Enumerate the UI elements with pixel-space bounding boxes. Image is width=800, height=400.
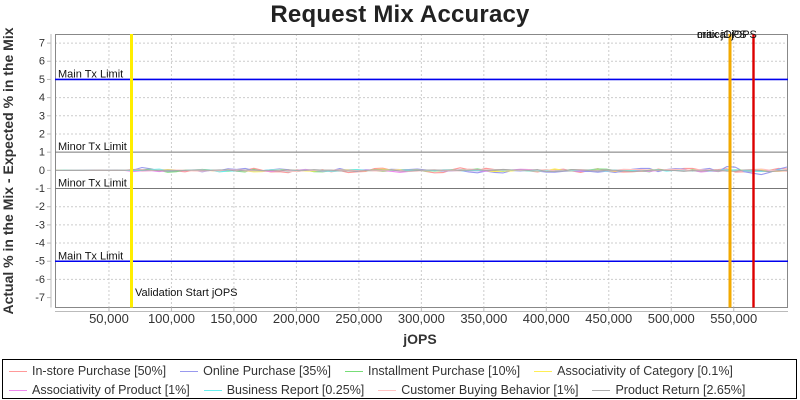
- svg-text:4: 4: [39, 92, 45, 104]
- svg-text:350,000: 350,000: [460, 311, 507, 326]
- svg-text:-4: -4: [35, 238, 45, 250]
- svg-text:100,000: 100,000: [148, 311, 195, 326]
- svg-text:50,000: 50,000: [89, 311, 129, 326]
- svg-text:5: 5: [39, 74, 45, 86]
- svg-text:7: 7: [39, 38, 45, 50]
- svg-text:-3: -3: [35, 219, 45, 231]
- svg-text:450,000: 450,000: [585, 311, 632, 326]
- svg-text:-5: -5: [35, 256, 45, 268]
- svg-text:-1: -1: [35, 183, 45, 195]
- svg-text:Minor Tx Limit: Minor Tx Limit: [58, 141, 127, 153]
- svg-text:150,000: 150,000: [210, 311, 257, 326]
- svg-text:250,000: 250,000: [335, 311, 382, 326]
- svg-text:Main Tx Limit: Main Tx Limit: [58, 69, 123, 81]
- svg-text:400,000: 400,000: [523, 311, 570, 326]
- svg-text:-6: -6: [35, 274, 45, 286]
- svg-text:0: 0: [39, 165, 45, 177]
- svg-text:Actual % in the Mix - Expected: Actual % in the Mix - Expected % in the …: [0, 27, 16, 314]
- svg-text:Minor Tx Limit: Minor Tx Limit: [58, 178, 127, 190]
- svg-text:Main Tx Limit: Main Tx Limit: [58, 250, 123, 262]
- svg-text:Validation Start jOPS: Validation Start jOPS: [135, 287, 238, 299]
- svg-text:jOPS: jOPS: [402, 331, 436, 347]
- svg-text:200,000: 200,000: [273, 311, 320, 326]
- svg-text:-2: -2: [35, 201, 45, 213]
- svg-text:500,000: 500,000: [648, 311, 695, 326]
- svg-text:6: 6: [39, 56, 45, 68]
- svg-text:550,000: 550,000: [710, 311, 757, 326]
- svg-text:3: 3: [39, 110, 45, 122]
- svg-text:-7: -7: [35, 292, 45, 304]
- svg-text:300,000: 300,000: [398, 311, 445, 326]
- svg-text:max jOPS: max jOPS: [697, 29, 747, 41]
- svg-text:1: 1: [39, 147, 45, 159]
- svg-text:2: 2: [39, 128, 45, 140]
